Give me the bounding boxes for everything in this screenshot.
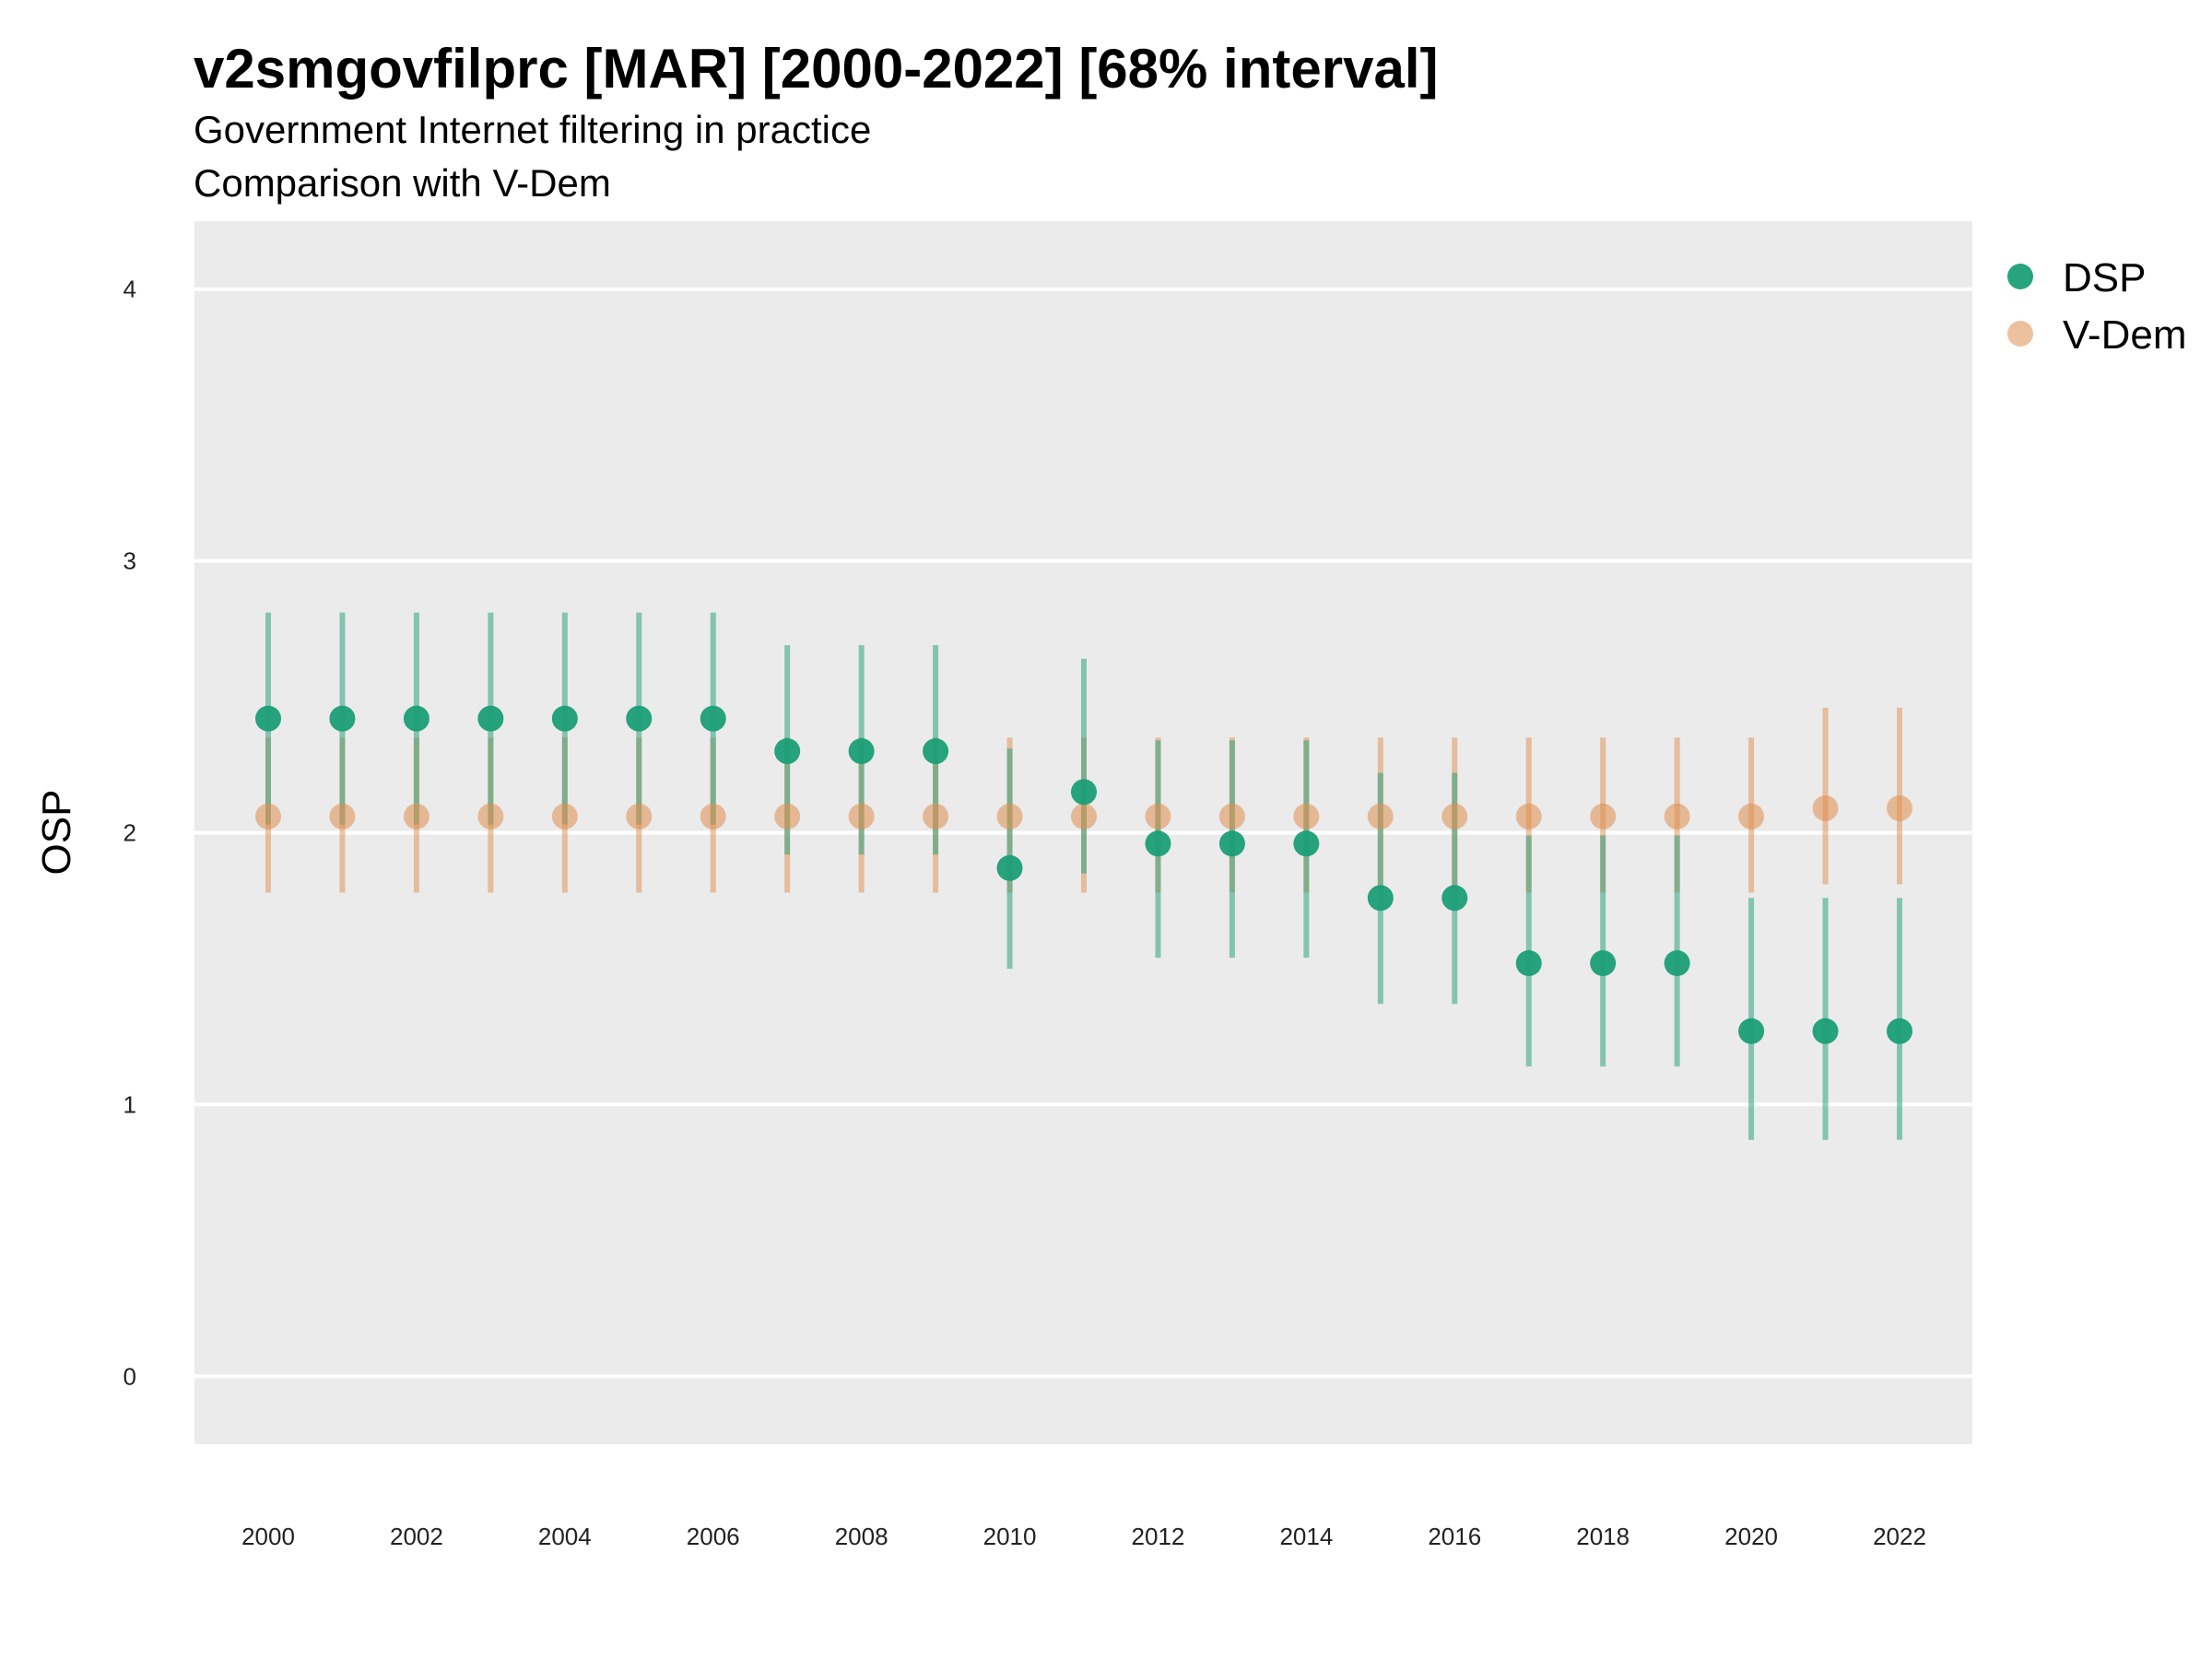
series-layer [255,612,1912,1140]
data-point [329,803,356,830]
data-point [848,738,875,765]
chart-subtitle-line-1: Government Internet filtering in practic… [194,108,871,151]
data-point [1367,885,1394,912]
x-tick-label: 2006 [687,1523,740,1550]
data-point [1738,803,1765,830]
data-point [1812,794,1839,821]
data-point [477,803,504,830]
data-point [551,705,578,732]
data-point [700,803,726,830]
x-tick-label: 2000 [241,1523,295,1550]
data-point [848,803,875,830]
legend-key-dsp [2007,264,2033,289]
data-point [1071,779,1097,806]
x-tick-label: 2010 [983,1523,1037,1550]
data-point [1367,803,1394,830]
data-point [1145,830,1171,857]
data-point [923,738,949,765]
series-0-points [255,705,1912,1044]
x-tick-labels: 2000 2002 2004 2006 2008 2010 2012 2014 2016 2018… [241,1523,1926,1550]
y-tick-label: 0 [124,1362,136,1390]
y-tick-label: 1 [124,1090,136,1118]
data-point [774,738,801,765]
data-point [255,705,281,732]
data-point [1590,803,1617,830]
data-point [1071,803,1097,830]
y-tick-labels: 0 1 2 3 4 [124,276,136,1391]
legend-label-vdem: V-Dem [2063,312,2186,358]
data-point [1812,1018,1839,1044]
data-point [1887,794,1912,821]
data-point [1293,803,1320,830]
data-point [1441,803,1468,830]
chart-title: v2smgovfilprc [MAR] [2000-2022] [68% int… [194,38,1438,100]
data-point [1218,803,1245,830]
y-tick-label: 3 [124,547,136,575]
data-point [1145,803,1171,830]
data-point [1218,830,1245,857]
x-tick-label: 2008 [835,1523,888,1550]
legend: DSP V-Dem [2007,255,2186,358]
data-point [626,705,653,732]
data-point [996,803,1023,830]
x-tick-label: 2014 [1279,1523,1333,1550]
y-tick-label: 2 [124,819,136,847]
data-point [1664,803,1690,830]
data-point [329,705,356,732]
data-point [1515,950,1542,977]
data-point [1887,1018,1912,1044]
data-point [700,705,726,732]
data-point [923,803,949,830]
x-tick-label: 2022 [1873,1523,1926,1550]
x-tick-label: 2004 [538,1523,592,1550]
data-point [477,705,504,732]
chart-subtitle-line-2: Comparison with V-Dem [194,161,611,205]
x-tick-label: 2018 [1576,1523,1630,1550]
legend-key-vdem [2007,321,2033,347]
data-point [626,803,653,830]
legend-label-dsp: DSP [2063,255,2146,300]
x-tick-label: 2002 [390,1523,443,1550]
data-point [403,705,429,732]
data-point [774,803,801,830]
data-point [1590,950,1617,977]
data-point [1664,950,1690,977]
data-point [403,803,429,830]
x-tick-label: 2012 [1132,1523,1185,1550]
y-tick-label: 4 [124,276,136,303]
x-tick-label: 2020 [1724,1523,1778,1550]
data-point [1441,885,1468,912]
data-point [255,803,281,830]
data-point [1293,830,1320,857]
x-tick-label: 2016 [1428,1523,1481,1550]
data-point [551,803,578,830]
data-point [996,854,1023,881]
data-point [1738,1018,1765,1044]
y-axis-label: OSP [34,790,79,876]
series-1-points [255,794,1912,830]
data-point [1515,803,1542,830]
